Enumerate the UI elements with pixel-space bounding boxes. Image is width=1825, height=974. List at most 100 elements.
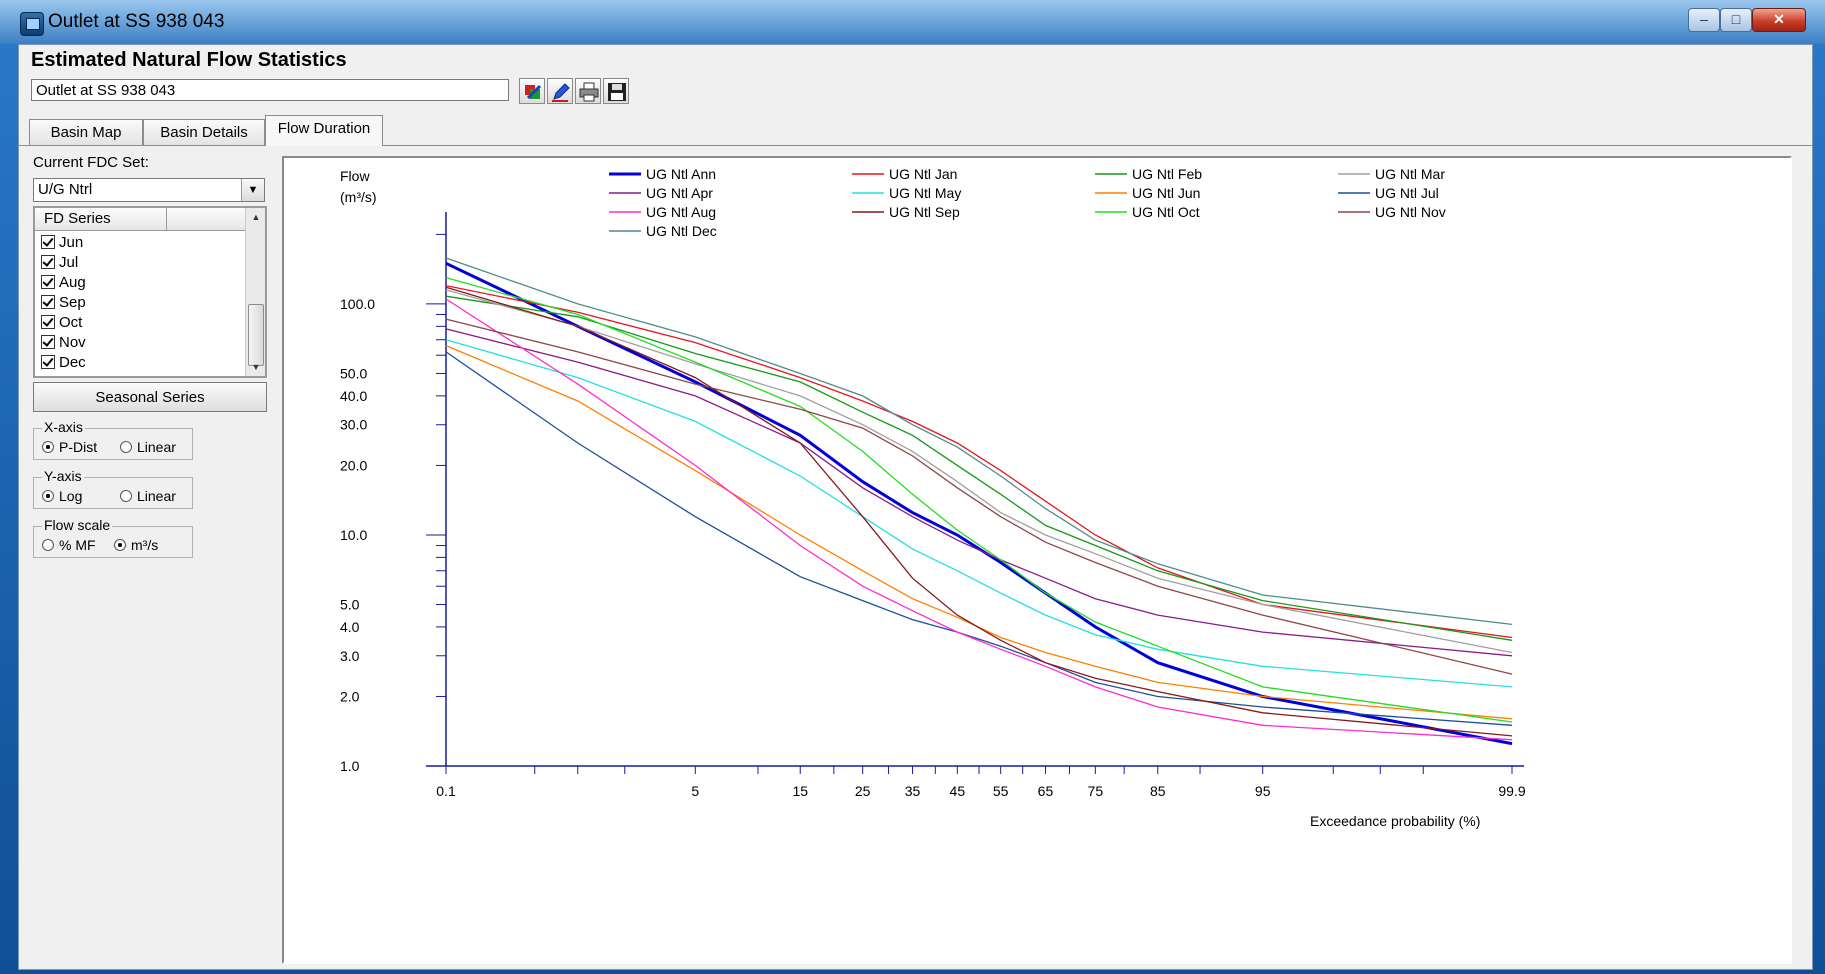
series-line bbox=[445, 328, 1513, 657]
tab-basin-details[interactable]: Basin Details bbox=[143, 119, 265, 145]
yaxis-linear-label: Linear bbox=[137, 488, 176, 504]
x-axis-group-title: X-axis bbox=[42, 419, 85, 435]
edit-button[interactable] bbox=[547, 78, 573, 104]
app-monitor-icon bbox=[20, 12, 44, 36]
tab-basin-map[interactable]: Basin Map bbox=[29, 119, 143, 145]
tab-strip: Basin Map Basin Details Flow Duration bbox=[19, 115, 1812, 146]
title-bar[interactable]: Outlet at SS 938 043 – □ ✕ bbox=[0, 0, 1825, 44]
close-button[interactable]: ✕ bbox=[1752, 8, 1806, 32]
legend-entry: UG Ntl Oct bbox=[1132, 204, 1200, 220]
flowscale-m3s-label: m³/s bbox=[131, 537, 159, 553]
x-axis-label: Exceedance probability (%) bbox=[1310, 813, 1480, 829]
radio-unselected-icon[interactable] bbox=[42, 539, 54, 552]
radio-selected-icon[interactable] bbox=[42, 441, 54, 454]
checkbox-checked-icon[interactable] bbox=[41, 315, 55, 330]
maximize-button[interactable]: □ bbox=[1720, 8, 1752, 32]
seasonal-series-button[interactable]: Seasonal Series bbox=[33, 382, 267, 412]
checkbox-checked-icon[interactable] bbox=[41, 335, 55, 350]
xaxis-pdist-radio[interactable]: P-Dist bbox=[42, 439, 97, 455]
checkbox-checked-icon[interactable] bbox=[41, 295, 55, 310]
series-label: Sep bbox=[59, 294, 86, 311]
list-item[interactable]: Nov bbox=[41, 332, 86, 354]
checkbox-checked-icon[interactable] bbox=[41, 255, 55, 270]
floppy-disk-icon bbox=[608, 83, 626, 101]
y-tick-label: 5.0 bbox=[340, 597, 360, 613]
x-tick-label: 5 bbox=[691, 783, 699, 799]
y-tick-label: 40.0 bbox=[340, 388, 367, 404]
radio-unselected-icon[interactable] bbox=[120, 490, 132, 503]
list-item[interactable]: Jul bbox=[41, 252, 78, 274]
y-tick-label: 10.0 bbox=[340, 527, 367, 543]
flowscale-m3s-radio[interactable]: m³/s bbox=[114, 537, 158, 553]
x-tick-label: 65 bbox=[1038, 783, 1054, 799]
series-line bbox=[445, 257, 1513, 626]
yaxis-log-radio[interactable]: Log bbox=[42, 488, 82, 504]
radio-unselected-icon[interactable] bbox=[120, 441, 132, 454]
fdc-set-select[interactable]: U/G Ntrl ▼ bbox=[33, 178, 265, 202]
x-tick-label: 99.9 bbox=[1498, 783, 1525, 799]
location-input[interactable] bbox=[31, 79, 509, 101]
series-line bbox=[445, 318, 1513, 675]
checkbox-checked-icon[interactable] bbox=[41, 275, 55, 290]
list-scrollbar[interactable]: ▲ ▼ bbox=[245, 208, 265, 376]
checkbox-checked-icon[interactable] bbox=[41, 355, 55, 370]
legend-entry: UG Ntl Sep bbox=[889, 204, 960, 220]
y-tick-label: 50.0 bbox=[340, 365, 367, 381]
empty-column-header[interactable] bbox=[167, 208, 245, 230]
series-label: Oct bbox=[59, 314, 83, 331]
flowscale-mf-radio[interactable]: % MF bbox=[42, 537, 96, 553]
scroll-thumb[interactable] bbox=[248, 304, 264, 366]
series-line bbox=[445, 351, 1513, 726]
list-item[interactable]: Jun bbox=[41, 232, 83, 254]
list-item[interactable]: Oct bbox=[41, 312, 82, 334]
series-line bbox=[445, 261, 1513, 746]
flow-scale-group: Flow scale % MF m³/s bbox=[33, 517, 193, 558]
list-item[interactable]: Aug bbox=[41, 272, 86, 294]
xaxis-linear-radio[interactable]: Linear bbox=[120, 439, 176, 455]
x-axis-group: X-axis P-Dist Linear bbox=[33, 419, 193, 460]
print-button[interactable] bbox=[575, 78, 601, 104]
x-tick-label: 85 bbox=[1150, 783, 1166, 799]
series-line bbox=[445, 284, 1513, 639]
checkbox-checked-icon[interactable] bbox=[41, 235, 55, 250]
x-tick-label: 55 bbox=[993, 783, 1009, 799]
save-button[interactable] bbox=[603, 78, 629, 104]
tab-flow-duration[interactable]: Flow Duration bbox=[265, 115, 383, 146]
series-line bbox=[445, 286, 1513, 737]
series-line bbox=[445, 295, 1513, 641]
x-tick-label: 35 bbox=[905, 783, 921, 799]
series-line bbox=[445, 345, 1513, 720]
scroll-down-icon[interactable]: ▼ bbox=[251, 362, 261, 372]
legend-entry: UG Ntl Jun bbox=[1132, 185, 1200, 201]
y-tick-label: 1.0 bbox=[340, 758, 360, 774]
chevron-down-icon[interactable]: ▼ bbox=[241, 179, 264, 201]
legend-entry: UG Ntl Aug bbox=[646, 204, 716, 220]
pen-icon bbox=[552, 83, 570, 102]
radio-selected-icon[interactable] bbox=[42, 490, 54, 503]
x-tick-label: 75 bbox=[1088, 783, 1104, 799]
y-tick-label: 100.0 bbox=[340, 296, 375, 312]
series-label: Aug bbox=[59, 274, 86, 291]
list-item[interactable]: Sep bbox=[41, 292, 86, 314]
radio-selected-icon[interactable] bbox=[114, 539, 126, 552]
list-item[interactable]: Dec bbox=[41, 352, 86, 374]
fdc-set-value: U/G Ntrl bbox=[38, 181, 93, 198]
scroll-up-icon[interactable]: ▲ bbox=[251, 212, 261, 222]
flowscale-mf-label: % MF bbox=[59, 537, 96, 553]
fd-series-list[interactable]: FD Series Jun Jul Aug Sep Oct Nov Dec ▲ … bbox=[33, 206, 267, 378]
minimize-button[interactable]: – bbox=[1688, 8, 1720, 32]
series-label: Jul bbox=[59, 254, 79, 271]
flow-duration-plot[interactable]: Flow (m³/s) Exceedance probability (%) 1… bbox=[282, 156, 1792, 964]
x-tick-label: 15 bbox=[792, 783, 808, 799]
flow-duration-panel: Current FDC Set: U/G Ntrl ▼ FD Series Ju… bbox=[19, 145, 1812, 970]
y-axis-group: Y-axis Log Linear bbox=[33, 468, 193, 509]
legend-entry: UG Ntl Apr bbox=[646, 185, 713, 201]
yaxis-linear-radio[interactable]: Linear bbox=[120, 488, 176, 504]
xaxis-linear-label: Linear bbox=[137, 439, 176, 455]
legend-entry: UG Ntl Nov bbox=[1375, 204, 1446, 220]
export-color-button[interactable] bbox=[519, 78, 545, 104]
fd-series-column-header[interactable]: FD Series bbox=[35, 208, 167, 230]
y-tick-label: 20.0 bbox=[340, 457, 367, 473]
legend-entry: UG Ntl Mar bbox=[1375, 166, 1445, 182]
y-tick-label: 3.0 bbox=[340, 648, 360, 664]
